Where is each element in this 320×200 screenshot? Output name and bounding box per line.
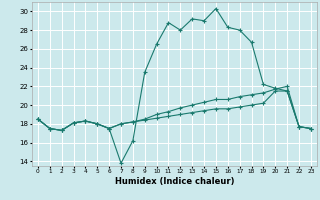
X-axis label: Humidex (Indice chaleur): Humidex (Indice chaleur): [115, 177, 234, 186]
